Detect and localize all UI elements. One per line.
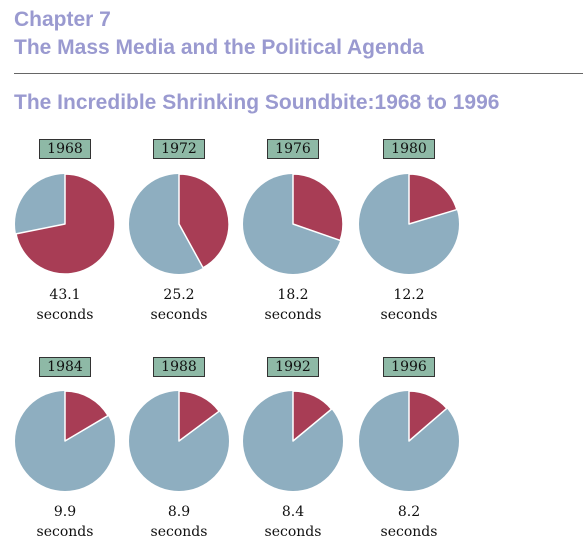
pie-slice-1988 <box>178 390 220 442</box>
value-label-1972: 25.2 <box>163 287 195 303</box>
value-label-1980: 12.2 <box>393 287 425 303</box>
chapter-subtitle: The Mass Media and the Political Agenda <box>14 36 424 59</box>
value-label-1996: 8.2 <box>397 504 421 520</box>
year-label-1968: 1968 <box>39 139 91 159</box>
chapter-label: Chapter 7 <box>14 8 111 31</box>
value-label-1984: 9.9 <box>53 504 77 520</box>
value-label-1992: 8.4 <box>281 504 305 520</box>
year-label-1996: 1996 <box>383 357 435 377</box>
year-label-1988: 1988 <box>153 357 205 377</box>
pie-slice-1992 <box>292 390 333 442</box>
unit-label-1992: seconds <box>264 524 322 540</box>
pie-slice-1996 <box>408 390 448 442</box>
year-label-1980: 1980 <box>383 139 435 159</box>
year-label-1972: 1972 <box>153 139 205 159</box>
unit-label-1996: seconds <box>380 524 438 540</box>
unit-label-1972: seconds <box>150 307 208 323</box>
value-label-1988: 8.9 <box>167 504 191 520</box>
year-label-1976: 1976 <box>267 139 319 159</box>
unit-label-1976: seconds <box>264 307 322 323</box>
year-label-1992: 1992 <box>267 357 319 377</box>
unit-label-1968: seconds <box>36 307 94 323</box>
pie-slice-1984 <box>64 390 109 442</box>
pie-slice-1968 <box>15 173 116 275</box>
chart-title: The Incredible Shrinking Soundbite:1968 … <box>14 91 500 114</box>
unit-label-1988: seconds <box>150 524 208 540</box>
pie-slice-1976 <box>292 173 344 242</box>
divider <box>14 73 583 74</box>
chapter-heading: Chapter 7 The Mass Media and the Politic… <box>14 6 424 62</box>
unit-label-1984: seconds <box>36 524 94 540</box>
value-label-1976: 18.2 <box>277 287 309 303</box>
pie-slice-1972 <box>178 173 230 269</box>
value-label-1968: 43.1 <box>49 287 81 303</box>
unit-label-1980: seconds <box>380 307 438 323</box>
year-label-1984: 1984 <box>39 357 91 377</box>
pie-slice-1980 <box>408 173 458 225</box>
